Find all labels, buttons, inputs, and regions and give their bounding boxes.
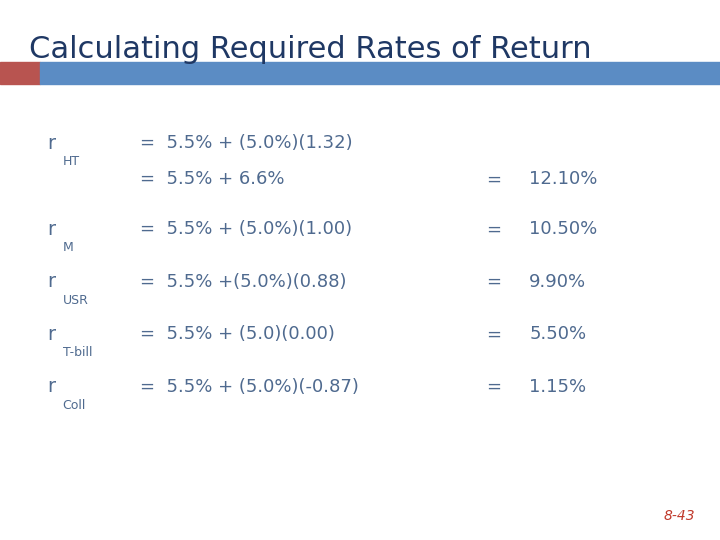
Bar <box>0 62 40 84</box>
Text: =: = <box>486 325 500 343</box>
Text: r: r <box>47 220 55 239</box>
Text: M: M <box>63 241 73 254</box>
Text: 12.10%: 12.10% <box>529 170 598 188</box>
Text: =: = <box>486 220 500 239</box>
Text: 1.15%: 1.15% <box>529 377 586 396</box>
Text: =: = <box>486 273 500 291</box>
Text: =: = <box>486 377 500 396</box>
Text: 9.90%: 9.90% <box>529 273 586 291</box>
Text: Calculating Required Rates of Return: Calculating Required Rates of Return <box>29 35 591 64</box>
Text: =  5.5% + (5.0)(0.00): = 5.5% + (5.0)(0.00) <box>140 325 336 343</box>
Text: =  5.5% + (5.0%)(1.00): = 5.5% + (5.0%)(1.00) <box>140 220 353 239</box>
Text: HT: HT <box>63 155 80 168</box>
Text: 5.50%: 5.50% <box>529 325 586 343</box>
Text: T-bill: T-bill <box>63 346 92 359</box>
Text: Coll: Coll <box>63 399 86 411</box>
Text: r: r <box>47 377 55 396</box>
Text: =  5.5% + (5.0%)(1.32): = 5.5% + (5.0%)(1.32) <box>140 134 353 152</box>
Text: r: r <box>47 325 55 344</box>
Bar <box>40 62 720 84</box>
Text: =  5.5% + (5.0%)(-0.87): = 5.5% + (5.0%)(-0.87) <box>140 377 359 396</box>
Text: =: = <box>486 170 500 188</box>
Text: =  5.5% +(5.0%)(0.88): = 5.5% +(5.0%)(0.88) <box>140 273 347 291</box>
Text: =  5.5% + 6.6%: = 5.5% + 6.6% <box>140 170 285 188</box>
Text: r: r <box>47 133 55 153</box>
Text: 10.50%: 10.50% <box>529 220 598 239</box>
Text: USR: USR <box>63 294 89 307</box>
Text: 8-43: 8-43 <box>663 509 695 523</box>
Text: r: r <box>47 272 55 292</box>
